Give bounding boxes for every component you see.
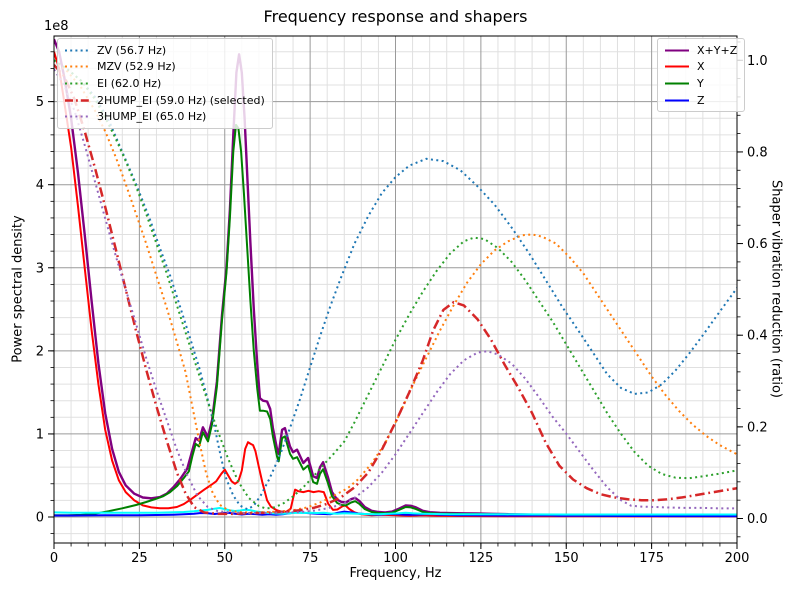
series-ei-62-0-hz [54, 59, 737, 510]
legend-label: ZV (56.7 Hz) [97, 43, 167, 57]
y-left-tick-label: 3 [36, 261, 44, 276]
legend-label: X+Y+Z [697, 43, 738, 57]
legend-label: 3HUMP_EI (65.0 Hz) [97, 110, 207, 124]
legend-line-swatch [65, 49, 89, 52]
legend-label: Z [697, 93, 705, 107]
y-right-tick-label: 0.8 [747, 145, 768, 160]
series-mzv-52-9-hz [54, 59, 737, 514]
legend-label: X [697, 60, 705, 74]
shaper-legend: ZV (56.7 Hz) MZV (52.9 Hz) EI (62.0 Hz) 2HU… [57, 38, 273, 129]
y-right-axis-label: Shaper vibration reduction (ratio) [768, 180, 784, 398]
x-tick-label: 100 [383, 551, 408, 566]
x-tick-label: 125 [468, 551, 493, 566]
y-right-tick-label: 0.6 [747, 237, 768, 252]
legend-line-swatch [65, 115, 89, 118]
legend-label: MZV (52.9 Hz) [97, 60, 176, 74]
y-left-tick-label: 4 [36, 178, 44, 193]
series-2hump-ei-59-0-hz [54, 64, 737, 516]
y-left-tick-label: 1 [36, 427, 44, 442]
x-tick-label: 0 [50, 551, 58, 566]
x-tick-label: 25 [131, 551, 148, 566]
legend-line-swatch [65, 82, 89, 85]
legend-line-swatch [65, 98, 89, 102]
axis-legend: X+Y+Z X Y Z [657, 38, 746, 113]
axis-legend-entry: Z [664, 92, 737, 109]
series-zv-56-7-hz [54, 59, 737, 511]
series-after-shaper [54, 507, 737, 516]
chart-title: Frequency response and shapers [263, 7, 528, 26]
y-right-tick-label: 0.2 [747, 420, 768, 435]
y-left-tick-label: 2 [36, 344, 44, 359]
shaper-legend-entry: EI (62.0 Hz) [64, 75, 265, 92]
x-axis-label: Frequency, Hz [349, 566, 442, 581]
shaper-legend-entry: 2HUMP_EI (59.0 Hz) (selected) [64, 92, 265, 109]
y-right-tick-label: 0.0 [747, 512, 768, 527]
legend-line-swatch [665, 65, 689, 68]
shaper-legend-entry: 3HUMP_EI (65.0 Hz) [64, 108, 265, 125]
legend-line-swatch [65, 65, 89, 68]
y-right-tick-label: 1.0 [747, 54, 768, 69]
legend-line-swatch [665, 99, 689, 102]
legend-line-swatch [665, 49, 689, 52]
axis-legend-entry: X+Y+Z [664, 42, 737, 59]
legend-label: Y [697, 76, 704, 90]
y-left-offset-text: 1e8 [44, 19, 69, 34]
axis-legend-entry: X [664, 59, 737, 76]
x-tick-label: 175 [639, 551, 664, 566]
y-left-tick-label: 5 [36, 95, 44, 110]
axis-legend-entry: Y [664, 75, 737, 92]
x-tick-label: 200 [725, 551, 750, 566]
y-right-tick-label: 0.4 [747, 329, 768, 344]
x-tick-label: 75 [302, 551, 319, 566]
y-left-axis-label: Power spectral density [10, 215, 26, 363]
x-tick-label: 150 [554, 551, 579, 566]
y-left-tick-label: 0 [36, 510, 44, 525]
shaper-legend-entry: MZV (52.9 Hz) [64, 59, 265, 76]
legend-label: EI (62.0 Hz) [97, 76, 162, 90]
legend-line-swatch [665, 82, 689, 85]
x-tick-label: 50 [216, 551, 233, 566]
shaper-legend-entry: ZV (56.7 Hz) [64, 42, 265, 59]
legend-label: 2HUMP_EI (59.0 Hz) (selected) [97, 93, 265, 107]
series-3hump-ei-65-0-hz [54, 68, 737, 514]
